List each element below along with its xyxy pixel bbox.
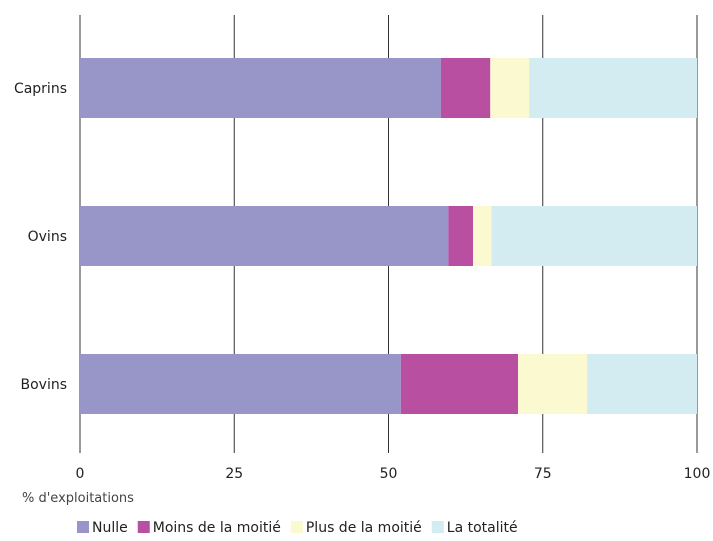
legend-label: Moins de la moitié	[153, 520, 281, 536]
bar-segment-ovins-2	[473, 206, 492, 266]
bar-segment-bovins-2	[518, 354, 587, 414]
legend-swatch	[291, 521, 303, 533]
legend-item: Moins de la moitié	[138, 520, 281, 536]
legend-item: La totalité	[432, 520, 518, 536]
bar-segment-caprins-0	[80, 58, 441, 118]
x-tick-label: 75	[534, 466, 552, 482]
bar-segment-bovins-3	[587, 354, 697, 414]
x-tick-label: 25	[225, 466, 243, 482]
bar-segment-caprins-3	[529, 58, 697, 118]
x-axis-label: % d'exploitations	[22, 491, 134, 506]
x-tick-labels: 0 25 50 75 100	[76, 466, 711, 482]
legend-item: Nulle	[77, 520, 128, 536]
bars	[80, 58, 697, 414]
bar-segment-bovins-1	[401, 354, 518, 414]
x-tick-label: 100	[684, 466, 711, 482]
category-label: Caprins	[14, 81, 67, 97]
legend-swatch	[77, 521, 89, 533]
bar-segment-bovins-0	[80, 354, 401, 414]
bar-segment-ovins-3	[492, 206, 697, 266]
bar-segment-ovins-1	[448, 206, 473, 266]
legend-label: Plus de la moitié	[306, 520, 422, 536]
category-labels: Caprins Ovins Bovins	[14, 81, 67, 393]
category-label: Ovins	[28, 229, 67, 245]
x-tick-label: 50	[380, 466, 398, 482]
legend-swatch	[138, 521, 150, 533]
x-tick-label: 0	[76, 466, 85, 482]
bar-segment-caprins-2	[490, 58, 529, 118]
legend-label: Nulle	[92, 520, 128, 536]
bar-segment-ovins-0	[80, 206, 448, 266]
legend-item: Plus de la moitié	[291, 520, 422, 536]
bar-segment-caprins-1	[441, 58, 490, 118]
legend-label: La totalité	[447, 520, 518, 536]
category-label: Bovins	[20, 377, 67, 393]
legend-swatch	[432, 521, 444, 533]
legend: Nulle Moins de la moitié Plus de la moitié…	[77, 520, 518, 536]
